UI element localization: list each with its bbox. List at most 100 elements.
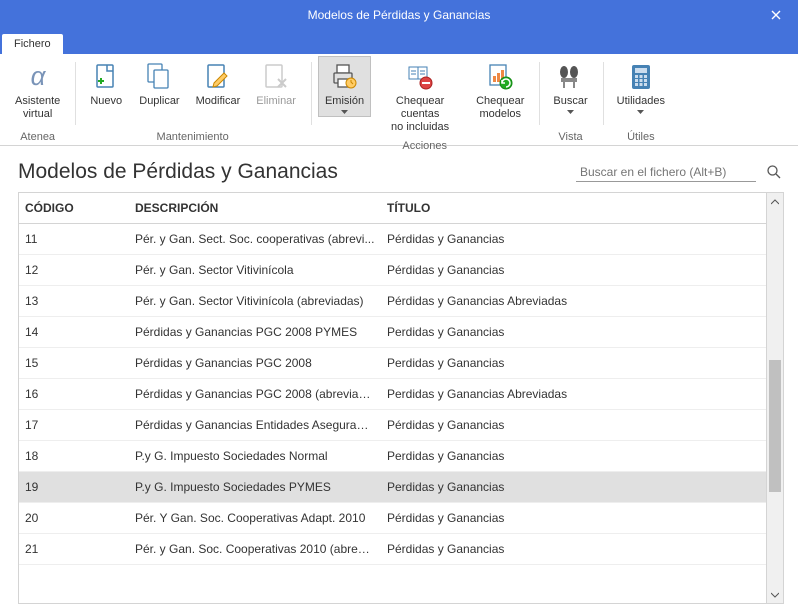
table-row[interactable]: 12Pér. y Gan. Sector VitivinícolaPérdida… bbox=[19, 255, 766, 286]
col-codigo[interactable]: CÓDIGO bbox=[19, 193, 129, 223]
emision-button[interactable]: Emisión bbox=[318, 56, 371, 117]
table-row[interactable]: 19P.y G. Impuesto Sociedades PYMESPerdid… bbox=[19, 472, 766, 503]
cell-codigo: 13 bbox=[19, 286, 129, 316]
svg-text:α: α bbox=[30, 61, 46, 91]
chevron-down-icon bbox=[771, 592, 779, 598]
print-icon bbox=[329, 61, 361, 93]
chevron-down-icon bbox=[567, 110, 574, 114]
duplicate-icon bbox=[143, 61, 175, 93]
cell-titulo: Pérdidas y Ganancias bbox=[381, 503, 766, 533]
chequear-modelos-button[interactable]: Chequearmodelos bbox=[469, 56, 531, 124]
cell-descripcion: Pér. y Gan. Sect. Soc. cooperativas (abr… bbox=[129, 224, 381, 254]
ribbon-item-label: Chequear cuentas bbox=[380, 95, 460, 121]
ribbon-item-label: Eliminar bbox=[256, 95, 296, 108]
table-row[interactable]: 21Pér. y Gan. Soc. Cooperativas 2010 (ab… bbox=[19, 534, 766, 565]
table-row[interactable]: 16Pérdidas y Ganancias PGC 2008 (abrevia… bbox=[19, 379, 766, 410]
close-icon bbox=[771, 10, 781, 20]
delete-icon bbox=[260, 61, 292, 93]
table-row[interactable]: 15Pérdidas y Ganancias PGC 2008Perdidas … bbox=[19, 348, 766, 379]
search-button[interactable] bbox=[764, 162, 784, 182]
cell-codigo: 12 bbox=[19, 255, 129, 285]
ribbon-group-label: Mantenimiento bbox=[157, 129, 229, 145]
modificar-button[interactable]: Modificar bbox=[189, 56, 248, 111]
ribbon-item-label: Duplicar bbox=[139, 95, 179, 108]
scroll-track[interactable] bbox=[767, 210, 783, 586]
cell-titulo: Pérdidas y Ganancias bbox=[381, 255, 766, 285]
data-grid[interactable]: CÓDIGODESCRIPCIÓNTÍTULO11Pér. y Gan. Sec… bbox=[19, 193, 766, 603]
col-titulo[interactable]: TÍTULO bbox=[381, 193, 766, 223]
table-row[interactable]: 18P.y G. Impuesto Sociedades NormalPerdi… bbox=[19, 441, 766, 472]
cell-descripcion: Pérdidas y Ganancias PGC 2008 PYMES bbox=[129, 317, 381, 347]
vertical-scrollbar[interactable] bbox=[766, 193, 783, 603]
ribbon: α Asistentevirtual Atenea Nuevo Duplicar Modi… bbox=[0, 54, 798, 146]
ribbon-item-label: Asistente bbox=[15, 95, 60, 108]
cell-codigo: 20 bbox=[19, 503, 129, 533]
cell-titulo: Pérdidas y Ganancias Abreviadas bbox=[381, 286, 766, 316]
col-descripcion[interactable]: DESCRIPCIÓN bbox=[129, 193, 381, 223]
chevron-down-icon bbox=[637, 110, 644, 114]
assistant-icon: α bbox=[22, 61, 54, 93]
cell-codigo: 14 bbox=[19, 317, 129, 347]
table-row[interactable]: 13Pér. y Gan. Sector Vitivinícola (abrev… bbox=[19, 286, 766, 317]
ribbon-item-label: Utilidades bbox=[617, 95, 665, 108]
calc-icon bbox=[625, 61, 657, 93]
cell-descripcion: Pér. y Gan. Sector Vitivinícola (abrevia… bbox=[129, 286, 381, 316]
buscar-button[interactable]: Buscar bbox=[546, 56, 594, 117]
cell-titulo: Perdidas y Ganancias bbox=[381, 441, 766, 471]
ribbon-group-útiles: Utilidades Útiles bbox=[606, 56, 676, 145]
nuevo-button[interactable]: Nuevo bbox=[82, 56, 130, 111]
cell-descripcion: Pér. y Gan. Sector Vitivinícola bbox=[129, 255, 381, 285]
ribbon-group-acciones: EmisiónChequear cuentasno incluidasChequ… bbox=[314, 56, 535, 145]
table-row[interactable]: 17Pérdidas y Ganancias Entidades Asegura… bbox=[19, 410, 766, 441]
cell-descripcion: Pérdidas y Ganancias PGC 2008 bbox=[129, 348, 381, 378]
titlebar: Modelos de Pérdidas y Ganancias bbox=[0, 0, 798, 30]
edit-icon bbox=[202, 61, 234, 93]
ribbon-group-mantenimiento: Nuevo Duplicar Modificar Eliminar Mantenimie… bbox=[78, 56, 307, 145]
ribbon-item-label: Nuevo bbox=[90, 95, 122, 108]
search-input[interactable] bbox=[576, 163, 756, 182]
scroll-up-button[interactable] bbox=[767, 193, 783, 210]
cell-codigo: 21 bbox=[19, 534, 129, 564]
chequear-cuentas-button[interactable]: Chequear cuentasno incluidas bbox=[373, 56, 467, 138]
check-models-icon bbox=[484, 61, 516, 93]
table-row[interactable]: 14Pérdidas y Ganancias PGC 2008 PYMESPer… bbox=[19, 317, 766, 348]
tab-fichero[interactable]: Fichero bbox=[2, 34, 63, 54]
close-button[interactable] bbox=[753, 0, 798, 30]
cell-codigo: 16 bbox=[19, 379, 129, 409]
cell-descripcion: Pér. y Gan. Soc. Cooperativas 2010 (abre… bbox=[129, 534, 381, 564]
utilidades-button[interactable]: Utilidades bbox=[610, 56, 672, 117]
new-icon bbox=[90, 61, 122, 93]
chevron-up-icon bbox=[771, 199, 779, 205]
ribbon-item-label: Buscar bbox=[553, 95, 587, 108]
ribbon-item-label2: modelos bbox=[479, 108, 521, 121]
ribbon-group-label: Útiles bbox=[627, 129, 655, 145]
duplicar-button[interactable]: Duplicar bbox=[132, 56, 186, 111]
ribbon-group-label: Vista bbox=[558, 129, 582, 145]
ribbon-item-label2: virtual bbox=[23, 108, 52, 121]
cell-descripcion: P.y G. Impuesto Sociedades Normal bbox=[129, 441, 381, 471]
ribbon-group-label: Atenea bbox=[20, 129, 55, 145]
ribbon-item-label: Chequear bbox=[476, 95, 524, 108]
asistente-button[interactable]: α Asistentevirtual bbox=[8, 56, 67, 124]
cell-codigo: 18 bbox=[19, 441, 129, 471]
eliminar-button: Eliminar bbox=[249, 56, 303, 111]
cell-descripcion: Pérdidas y Ganancias PGC 2008 (abreviada… bbox=[129, 379, 381, 409]
cell-titulo: Pérdidas y Ganancias bbox=[381, 410, 766, 440]
ribbon-group-vista: Buscar Vista bbox=[542, 56, 598, 145]
ribbon-item-label: Emisión bbox=[325, 95, 364, 108]
search-icon bbox=[555, 61, 587, 93]
cell-titulo: Perdidas y Ganancias bbox=[381, 348, 766, 378]
table-row[interactable]: 11Pér. y Gan. Sect. Soc. cooperativas (a… bbox=[19, 224, 766, 255]
scroll-thumb[interactable] bbox=[769, 360, 781, 492]
cell-codigo: 17 bbox=[19, 410, 129, 440]
check-accounts-icon bbox=[404, 61, 436, 93]
scroll-down-button[interactable] bbox=[767, 586, 783, 603]
ribbon-item-label: Modificar bbox=[196, 95, 241, 108]
window-title: Modelos de Pérdidas y Ganancias bbox=[308, 8, 491, 22]
ribbon-group-label: Acciones bbox=[402, 138, 447, 154]
cell-titulo: Perdidas y Ganancias Abreviadas bbox=[381, 379, 766, 409]
table-row[interactable]: 20Pér. Y Gan. Soc. Cooperativas Adapt. 2… bbox=[19, 503, 766, 534]
cell-titulo: Pérdidas y Ganancias bbox=[381, 224, 766, 254]
cell-descripcion: Pérdidas y Ganancias Entidades Asegurado… bbox=[129, 410, 381, 440]
ribbon-group-atenea: α Asistentevirtual Atenea bbox=[4, 56, 71, 145]
